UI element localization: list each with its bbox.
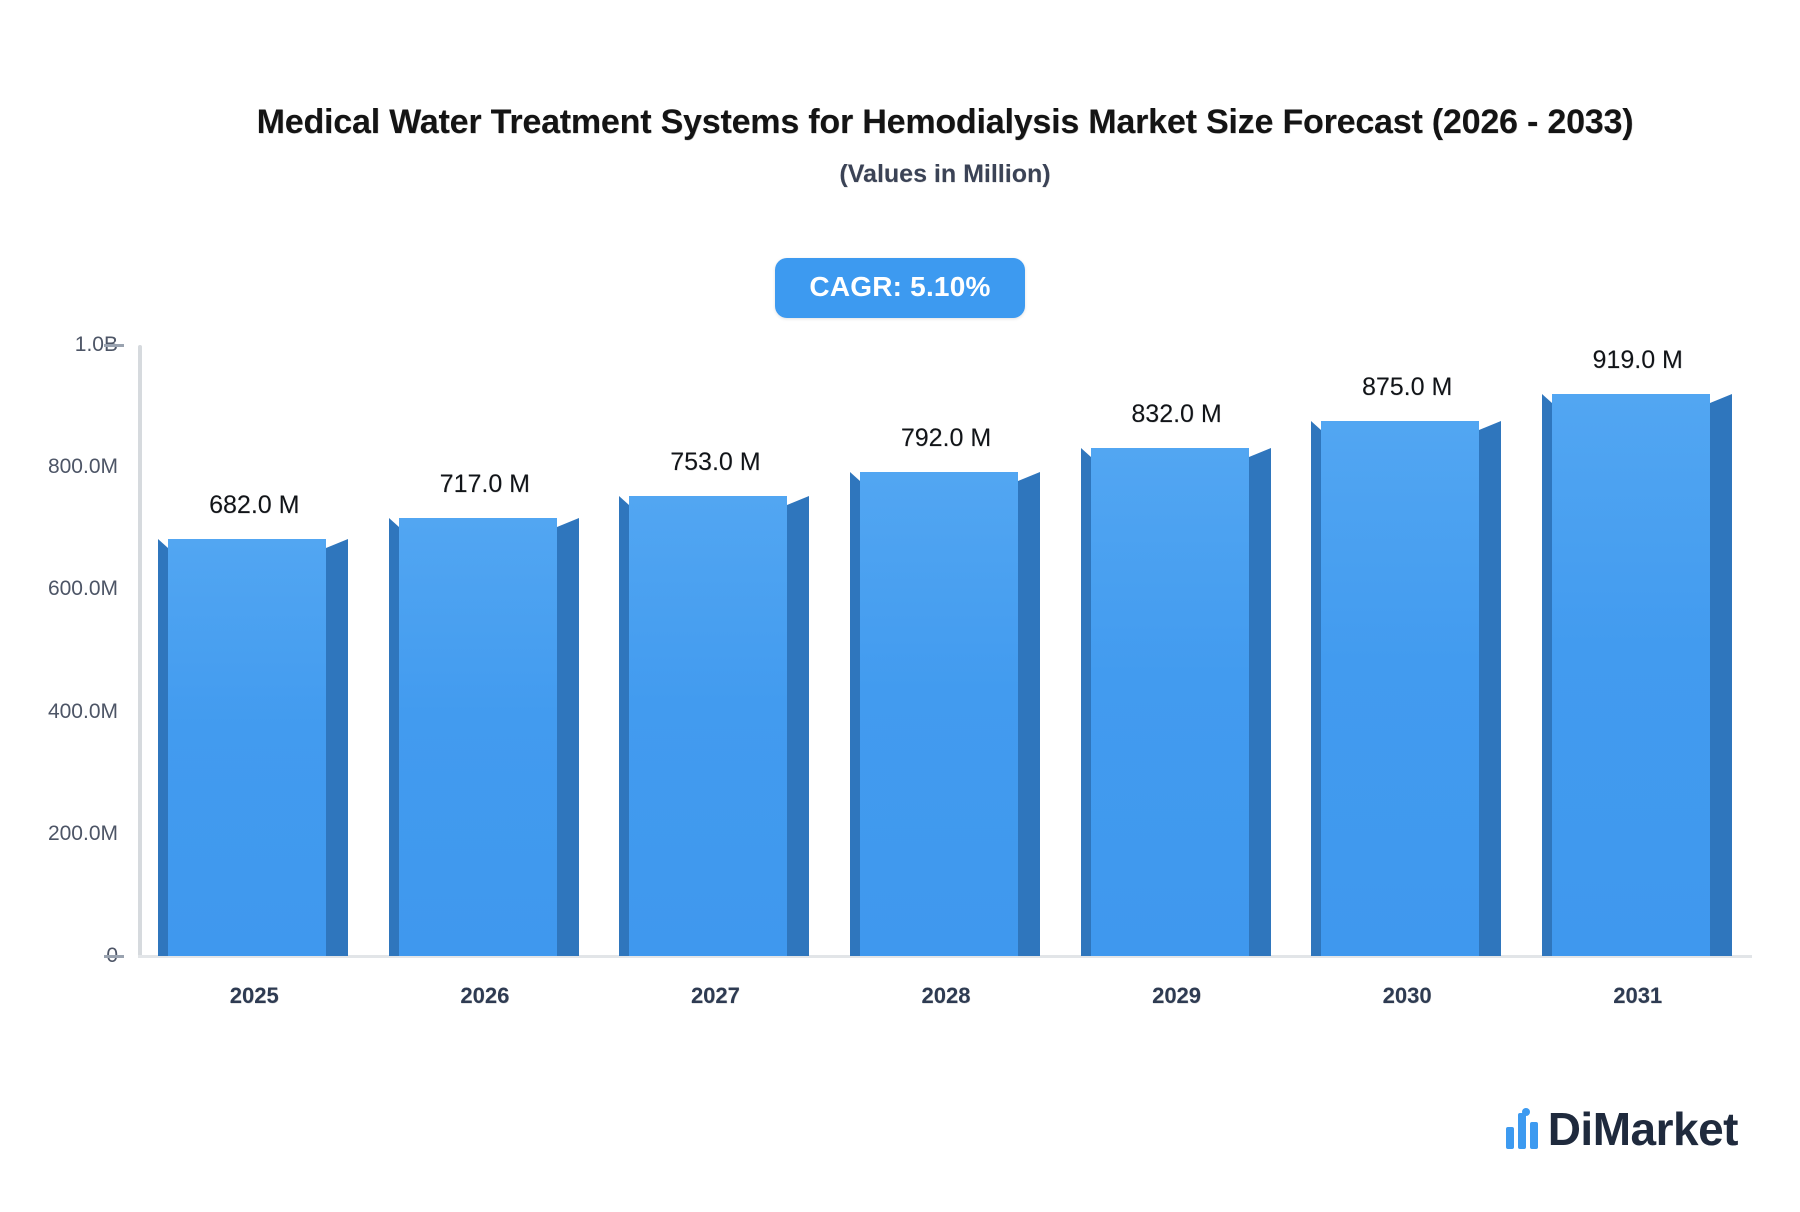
bar[interactable] (158, 539, 349, 956)
bar-left-face (1541, 403, 1552, 956)
bar-left-face (619, 504, 630, 956)
brand-name: DiMarket (1547, 1103, 1739, 1155)
bar[interactable] (619, 495, 810, 956)
bar-side-face (1709, 403, 1732, 956)
x-axis-tick-label: 2028 (921, 983, 971, 1008)
brand-logo: DiMarket (1505, 1103, 1739, 1155)
x-axis-tick-label: 2025 (229, 983, 279, 1008)
x-axis-tick-label: 2031 (1613, 983, 1663, 1008)
bar-top-bevel (1248, 447, 1271, 457)
chart-subtitle: (Values in Million) (839, 159, 1051, 188)
y-axis-tick-label: 400.0M (47, 699, 118, 723)
bar-value-label: 832.0 M (1131, 399, 1222, 428)
bar-value-label: 753.0 M (670, 447, 761, 476)
bar-front-face (168, 539, 327, 956)
bar-front-face (629, 495, 788, 956)
bar-value-label: 792.0 M (900, 424, 992, 453)
y-axis-tick-label: 600.0M (47, 577, 118, 601)
bar-front-face (398, 517, 557, 956)
y-axis-tick-label: 1.0B (74, 333, 118, 356)
y-axis-tick-label: 800.0M (47, 455, 118, 479)
bar-left-face (1311, 430, 1322, 956)
bar[interactable] (1080, 447, 1271, 956)
bar-top-bevel-left (619, 495, 630, 505)
bar-value-label: 919.0 M (1592, 346, 1683, 375)
bar-top-bevel-left (388, 517, 399, 527)
bar-top-bevel (1018, 472, 1040, 482)
y-axis-tick-mark (104, 344, 124, 347)
bar-front-face (1551, 394, 1710, 956)
x-axis-tick-label: 2030 (1382, 983, 1432, 1008)
bar-side-face (1018, 481, 1040, 956)
bar-front-face (1090, 447, 1249, 956)
bar-top-bevel (1479, 421, 1502, 431)
bar-top-bevel (1709, 394, 1732, 404)
bar-side-face (556, 526, 579, 956)
x-axis-line (138, 955, 1752, 958)
bar[interactable] (1311, 421, 1502, 956)
bar-left-face (388, 526, 399, 956)
y-axis-line (138, 345, 142, 957)
title-block: Medical Water Treatment Systems for Hemo… (120, 100, 1770, 189)
bar-top-bevel (556, 517, 579, 527)
page-title: Medical Water Treatment Systems for Hemo… (256, 103, 1634, 141)
bar-value-label: 717.0 M (439, 469, 531, 498)
bar-left-face (158, 548, 169, 956)
x-axis-tick-label: 2026 (460, 983, 510, 1008)
bar-top-bevel-left (158, 539, 169, 549)
bar-side-face (1248, 456, 1271, 956)
bar-top-bevel-left (1541, 394, 1552, 404)
bar[interactable] (850, 472, 1040, 956)
bar-left-face (1080, 456, 1091, 956)
bar-top-bevel-left (1080, 447, 1091, 457)
bar-top-bevel (326, 539, 349, 549)
bar-top-bevel (787, 495, 810, 505)
bar-side-face (326, 548, 349, 956)
bar[interactable] (388, 517, 579, 956)
bar-front-face (860, 472, 1018, 956)
bar-front-face (1321, 421, 1480, 956)
bar-side-face (787, 504, 810, 956)
cagr-badge[interactable]: CAGR: 5.10% (775, 258, 1025, 318)
bar-value-label: 875.0 M (1361, 373, 1453, 402)
x-axis-tick-label: 2027 (690, 983, 740, 1008)
bar-top-bevel-left (850, 472, 860, 482)
bar-left-face (850, 481, 860, 956)
bar-value-label: 682.0 M (209, 491, 300, 520)
x-axis-tick-label: 2029 (1152, 983, 1202, 1008)
bar-side-face (1479, 430, 1502, 956)
bar-chart-logo-mark-icon (1505, 1108, 1538, 1149)
bar-top-bevel-left (1311, 421, 1322, 431)
bar[interactable] (1541, 394, 1732, 956)
y-axis-tick-label: 200.0M (47, 821, 118, 845)
y-axis-tick-label: 0 (0, 944, 118, 968)
cagr-badge-container: CAGR: 5.10% (0, 258, 1800, 318)
y-axis-tick-mark (104, 955, 124, 958)
